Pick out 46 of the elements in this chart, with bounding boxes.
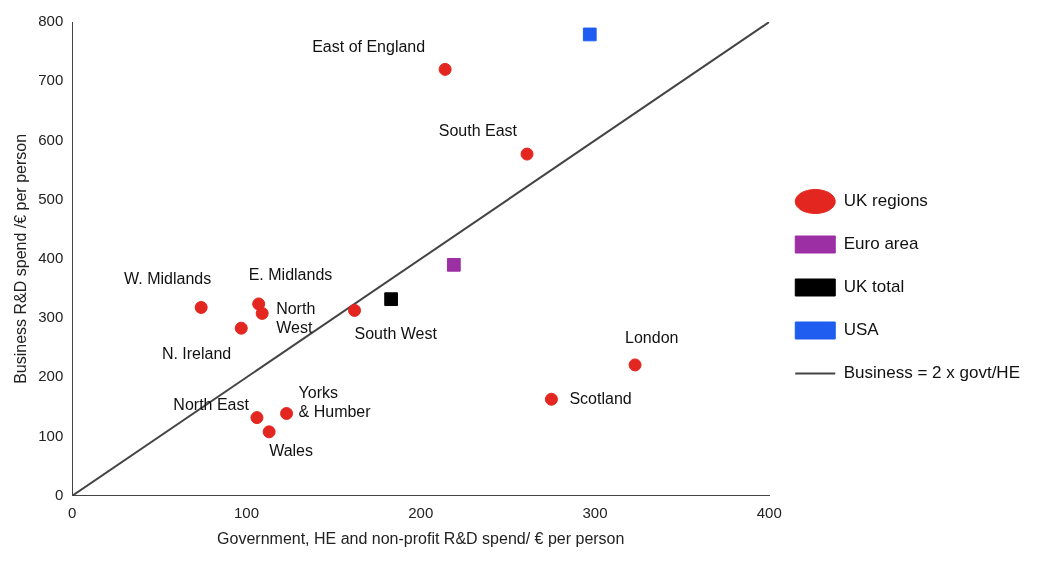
y-tick-label: 500 (38, 189, 64, 207)
y-tick-label: 700 (38, 71, 64, 89)
point (446, 257, 461, 272)
annotation: South East (438, 122, 518, 140)
x-axis-title: Government, HE and non-profit R&D spend/ € per person (217, 529, 625, 547)
legend-label: UK regions (843, 191, 928, 211)
annotation: South West (354, 324, 438, 342)
annotation: Wales (269, 442, 313, 460)
point (255, 306, 269, 320)
point (520, 147, 534, 161)
legend-label: USA (843, 320, 880, 340)
x-tick-label: 300 (582, 503, 608, 521)
y-tick-label: 0 (54, 485, 64, 503)
point (234, 321, 248, 335)
legend-label: UK total (843, 277, 905, 297)
y-tick-label: 400 (38, 249, 64, 267)
y-tick-label: 200 (38, 367, 64, 385)
point (582, 27, 597, 42)
point (194, 300, 208, 314)
legend-label: Euro area (843, 234, 919, 254)
annotation: London (625, 329, 679, 347)
y-tick-label: 300 (38, 308, 64, 326)
x-tick-label: 200 (408, 503, 434, 521)
point (628, 358, 642, 372)
annotation: W. Midlands (124, 269, 212, 287)
point (544, 392, 558, 406)
x-tick-label: 0 (68, 503, 77, 521)
x-tick-label: 400 (756, 503, 782, 521)
annotation: E. Midlands (248, 266, 333, 284)
point (280, 406, 294, 420)
annotation: Yorks & Humber (298, 383, 372, 420)
annotation: North West (276, 299, 316, 336)
point (438, 62, 452, 76)
annotation: Scotland (569, 389, 632, 407)
point (250, 411, 264, 425)
y-tick-label: 600 (38, 130, 64, 148)
point (348, 303, 362, 317)
y-axis-title: Business R&D spend /€ per person (12, 133, 30, 384)
point (384, 292, 398, 307)
y-tick-label: 100 (38, 426, 64, 444)
legend-label: Business = 2 x govt/HE (843, 363, 1020, 383)
point (262, 425, 276, 439)
x-tick-label: 100 (233, 503, 259, 521)
annotation: East of England (312, 37, 426, 55)
annotation: N. Ireland (161, 344, 232, 362)
y-tick-label: 800 (38, 12, 64, 30)
